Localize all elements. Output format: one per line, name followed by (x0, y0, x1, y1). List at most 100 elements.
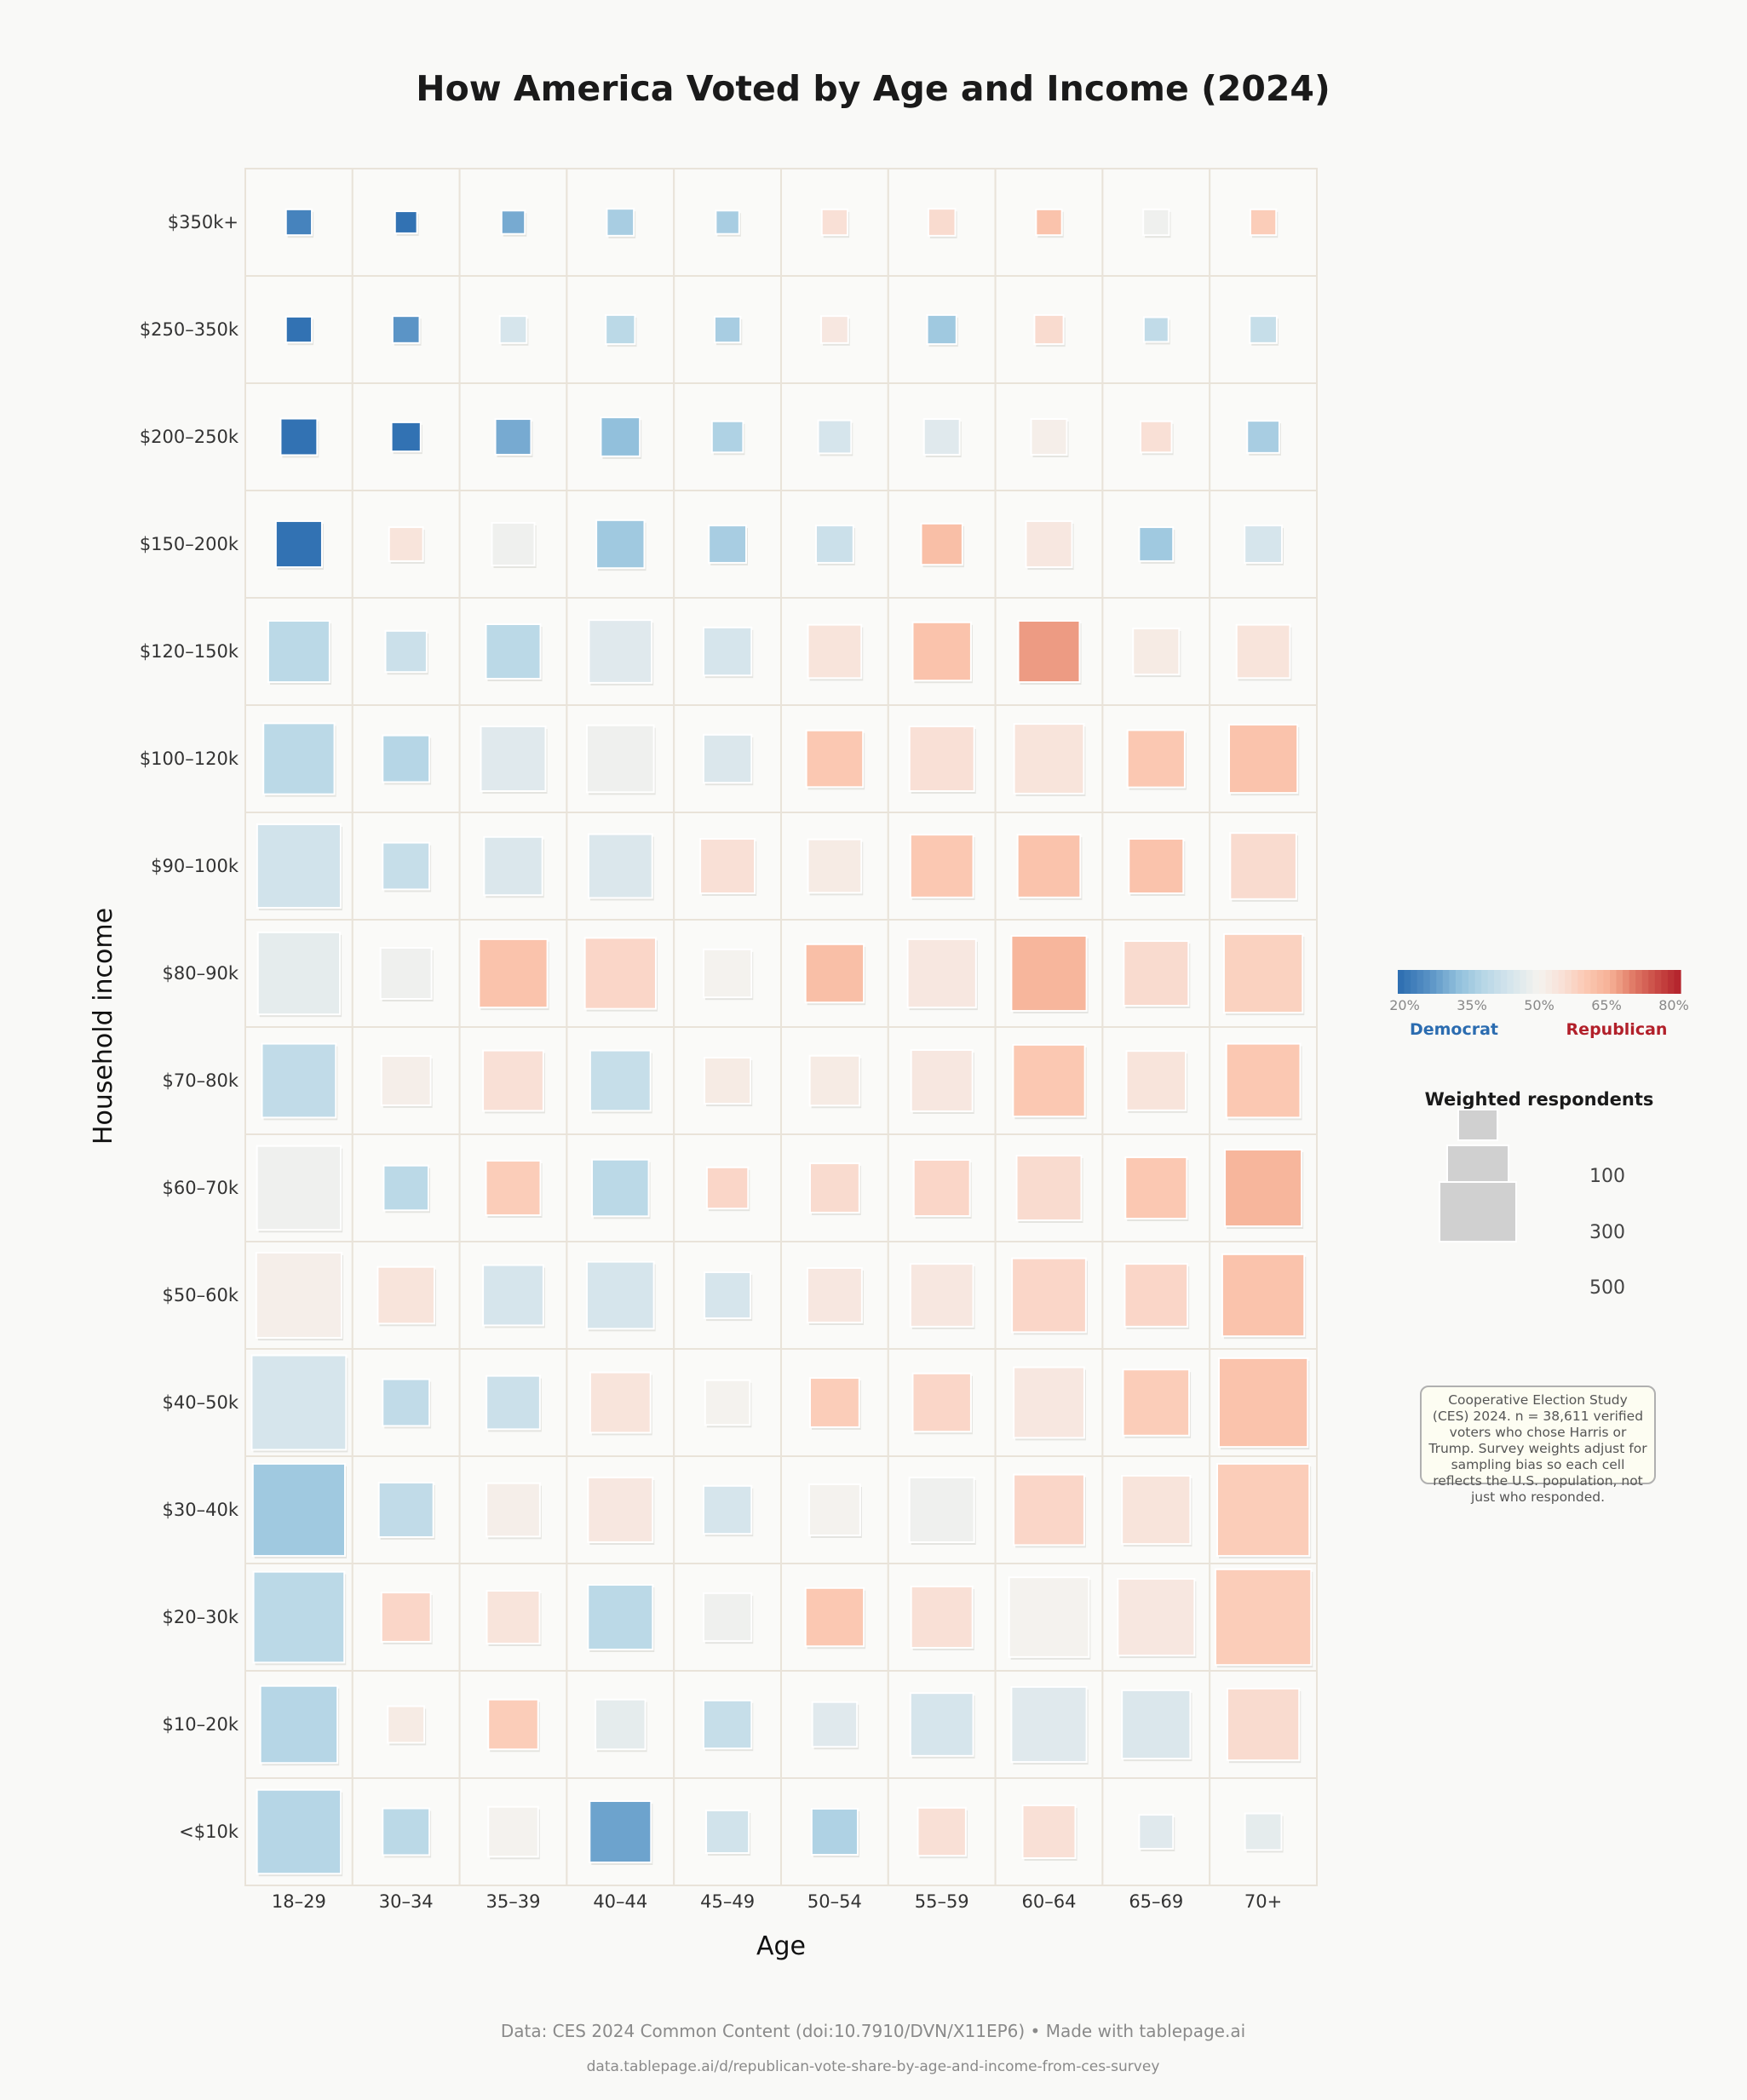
x-tick-label: 50–54 (807, 1891, 862, 1912)
cell-square (1124, 1156, 1188, 1220)
cell-square (1015, 1155, 1083, 1221)
cell-square (1021, 1804, 1077, 1860)
cell-square (252, 1570, 346, 1664)
y-tick-label: $250–350k (140, 319, 239, 340)
cell-square (804, 943, 865, 1004)
cell-square (487, 1698, 539, 1751)
cell-square (806, 1266, 863, 1324)
y-tick-label: $100–120k (140, 749, 239, 769)
colorbar-tick-label: 65% (1591, 997, 1622, 1013)
colorbar-segment (1667, 970, 1675, 994)
cell-square (259, 1684, 339, 1764)
cell-square (284, 208, 313, 237)
cell-square (589, 1049, 652, 1112)
cell-square (1025, 519, 1073, 569)
colorbar-segment (1417, 970, 1424, 994)
cell-square (702, 626, 753, 677)
cell-square (1121, 1689, 1192, 1760)
cell-square (1033, 313, 1065, 346)
cell-square (713, 315, 742, 344)
colorbar-segment (1590, 970, 1598, 994)
y-tick-label: $350k+ (168, 212, 238, 232)
cell-square (909, 834, 974, 898)
cell-square (1030, 418, 1068, 456)
cell-square (1249, 208, 1278, 237)
colorbar-segment (1648, 970, 1656, 994)
cell-square (820, 315, 849, 344)
cell-square (909, 1692, 974, 1757)
colorbar-segment (1577, 970, 1585, 994)
cell-square (595, 1698, 647, 1751)
cell-square (382, 841, 431, 891)
cell-square (1017, 619, 1081, 684)
colorbar-segment (1641, 970, 1649, 994)
heatmap-grid (244, 168, 1318, 1886)
cell-square (808, 1162, 860, 1214)
colorbar-segment (1474, 970, 1482, 994)
cell-square (807, 623, 863, 680)
cell-square (274, 519, 323, 569)
cell-square (804, 1586, 865, 1648)
cell-square (1122, 1368, 1191, 1437)
cell-square (1246, 420, 1280, 454)
colorbar-segment (1507, 970, 1514, 994)
footer-source: Data: CES 2024 Common Content (doi:10.79… (501, 2021, 1245, 2041)
cell-square (267, 619, 330, 684)
x-tick-label: 45–49 (700, 1891, 755, 1912)
cell-square (715, 209, 740, 235)
cell-square (1010, 934, 1088, 1013)
cell-square (486, 1589, 541, 1645)
size-legend-label-500: 500 (1589, 1277, 1625, 1299)
colorbar-segment (1487, 970, 1495, 994)
colorbar-segment (1500, 970, 1508, 994)
cell-square (704, 1379, 751, 1426)
colorbar-segment (1565, 970, 1572, 994)
cell-square (485, 1159, 542, 1217)
colorbar-segment (1442, 970, 1450, 994)
cell-square (702, 733, 753, 784)
grid-cell (887, 1670, 997, 1779)
cell-square (1123, 1263, 1189, 1328)
y-tick-label: $70–80k (163, 1070, 239, 1091)
cell-square (702, 948, 753, 999)
y-tick-label: $80–90k (163, 963, 239, 984)
y-axis-label: Household income (89, 908, 118, 1145)
cell-square (595, 519, 646, 570)
colorbar-segment (1571, 970, 1578, 994)
colorbar-segment (1629, 970, 1636, 994)
colorbar-segment (1481, 970, 1489, 994)
size-legend-label-300: 300 (1589, 1222, 1625, 1243)
cell-square (704, 1271, 752, 1320)
cell-square (702, 1484, 753, 1535)
cell-square (1013, 1473, 1085, 1546)
cell-square (705, 1166, 750, 1210)
cell-square (1012, 1043, 1086, 1118)
cell-square (483, 835, 543, 897)
cell-square (256, 1145, 342, 1231)
cell-square (1249, 315, 1278, 344)
x-tick-label: 40–44 (593, 1891, 647, 1912)
cell-square (600, 416, 641, 457)
cell-square (1142, 208, 1170, 237)
cell-square (920, 522, 963, 566)
cell-square (908, 1477, 975, 1543)
cell-square (284, 315, 313, 344)
cell-square (702, 1699, 753, 1750)
cell-square (587, 833, 653, 899)
cell-square (906, 938, 977, 1009)
cell-square (587, 1584, 654, 1650)
colorbar-tick-label: 80% (1658, 997, 1689, 1013)
cell-square (708, 525, 748, 564)
cell-square (807, 1483, 861, 1536)
cell-square (1140, 420, 1173, 454)
cell-square (382, 1807, 431, 1856)
x-tick-label: 70+ (1244, 1891, 1282, 1912)
cell-square (927, 208, 957, 237)
cell-square (1128, 837, 1185, 895)
y-axis-tick-labels: $350k+ $250–350k $200–250k $150–200k $120–15… (140, 212, 239, 1842)
cell-square (279, 417, 319, 456)
footer-url[interactable]: data.tablepage.ai/d/republican-vote-shar… (587, 2058, 1160, 2075)
cell-square (255, 1251, 342, 1340)
cell-square (807, 838, 863, 894)
cell-square (926, 313, 957, 346)
